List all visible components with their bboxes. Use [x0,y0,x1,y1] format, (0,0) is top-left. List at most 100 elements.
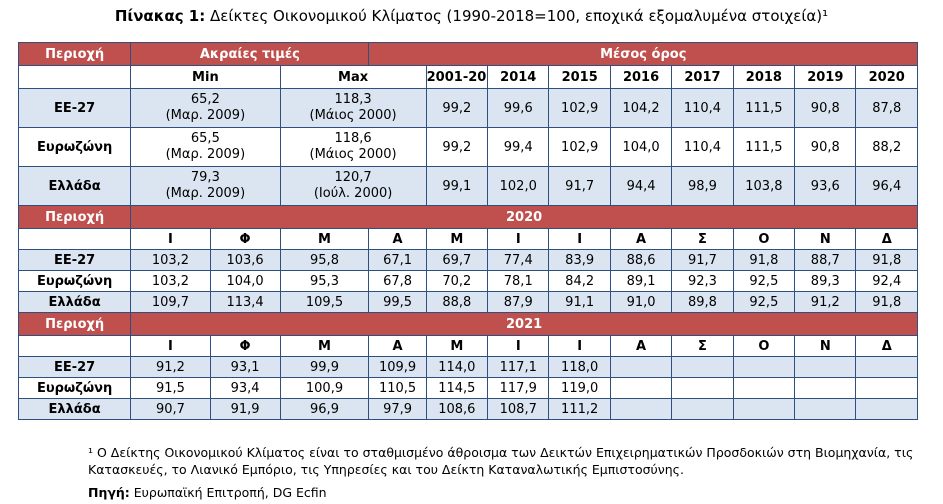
value-cell: 70,2 [425,270,489,292]
value-cell [794,356,857,378]
month-header: Ι [548,335,611,357]
month-header-row: Ι Φ Μ Α Μ Ι Ι Α Σ Ο Ν Δ [17,228,918,250]
value-cell: 118,0 [548,356,611,378]
value-cell: 93,6 [794,166,857,206]
value-cell: 110,4 [671,88,734,128]
min-cell: 65,5 (Μαρ. 2009) [130,127,281,167]
value-cell: 91,2 [794,291,857,313]
value-cell: 114,5 [425,377,489,399]
value-cell: 99,2 [425,127,489,167]
value-cell: 93,1 [209,356,281,378]
value-cell: 98,9 [671,166,734,206]
month-header: Δ [855,228,918,250]
value-cell: 88,2 [855,127,918,167]
region-label: Ευρωζώνη [17,377,132,399]
table-row: Ευρωζώνη 91,5 93,4 100,9 110,5 114,5 117… [17,377,918,399]
month-header: Μ [279,228,370,250]
table-row: Ευρωζώνη 103,2 104,0 95,3 67,8 70,2 78,1… [17,270,918,292]
region-label: ΕΕ-27 [17,356,132,378]
value-cell: 113,4 [209,291,281,313]
year-2020-header: 2020 [130,205,918,229]
value-cell: 91,0 [609,291,673,313]
value-cell: 96,9 [279,398,370,420]
value-cell: 67,8 [368,270,427,292]
value-cell: 92,5 [732,291,796,313]
table-row: ΕΕ-27 91,2 93,1 99,9 109,9 114,0 117,1 1… [17,356,918,378]
value-cell: 108,6 [425,398,489,420]
value-cell: 110,5 [368,377,427,399]
value-cell: 88,6 [609,249,673,271]
value-cell: 104,2 [609,88,673,128]
value-cell: 90,8 [794,127,857,167]
month-header: Α [368,335,427,357]
region-label: Ελλάδα [17,291,132,313]
value-cell: 99,2 [425,88,489,128]
table-row: ΕΕ-27 103,2 103,6 95,8 67,1 69,7 77,4 83… [17,249,918,271]
value-cell [855,398,918,420]
value-cell [855,377,918,399]
section-2020-header: Περιοχή 2020 [17,205,918,229]
max-cell: 118,6 (Μάιος 2000) [279,127,427,167]
year-header: 2017 [671,65,734,89]
table-title-label: Πίνακας 1: [114,7,206,25]
max-cell: 120,7 (Ιούλ. 2000) [279,166,427,206]
value-cell: 87,9 [487,291,550,313]
value-cell: 114,0 [425,356,489,378]
value-cell: 103,8 [732,166,796,206]
value-cell: 90,7 [130,398,211,420]
month-header: Σ [671,228,734,250]
month-header: Φ [209,335,281,357]
month-header: Α [609,335,673,357]
value-cell: 103,2 [130,270,211,292]
value-cell: 67,1 [368,249,427,271]
value-cell: 99,9 [279,356,370,378]
value-cell [855,356,918,378]
value-cell: 117,1 [487,356,550,378]
year-2021-header: 2021 [130,312,918,336]
value-cell: 92,3 [671,270,734,292]
value-cell: 97,9 [368,398,427,420]
max-header: Max [279,65,427,89]
value-cell: 94,4 [609,166,673,206]
year-header: 2001-2020 [425,65,489,89]
value-cell: 91,5 [130,377,211,399]
value-cell: 90,8 [794,88,857,128]
month-header: Ν [794,335,857,357]
month-header: Μ [425,335,489,357]
month-header: Ο [732,335,796,357]
value-cell: 102,0 [487,166,550,206]
value-cell: 109,7 [130,291,211,313]
month-header: Σ [671,335,734,357]
month-header: Μ [425,228,489,250]
value-cell: 103,6 [209,249,281,271]
value-cell: 91,9 [209,398,281,420]
value-cell [732,356,796,378]
month-header: Ι [487,335,550,357]
region-header: Περιοχή [17,312,132,336]
value-cell: 99,5 [368,291,427,313]
month-header: Ι [487,228,550,250]
min-cell: 79,3 (Μαρ. 2009) [130,166,281,206]
value-cell: 104,0 [209,270,281,292]
value-cell: 110,4 [671,127,734,167]
value-cell: 91,1 [548,291,611,313]
month-header: Ν [794,228,857,250]
value-cell: 91,7 [671,249,734,271]
value-cell: 109,5 [279,291,370,313]
value-cell: 95,3 [279,270,370,292]
source-text: Ευρωπαϊκή Επιτροπή, DG Ecfin [129,485,327,500]
value-cell: 111,2 [548,398,611,420]
value-cell: 111,5 [732,88,796,128]
table-row: Ελλάδα 90,7 91,9 96,9 97,9 108,6 108,7 1… [17,398,918,420]
year-header: 2020 [855,65,918,89]
value-cell: 102,9 [548,88,611,128]
value-cell: 88,8 [425,291,489,313]
month-header: Δ [855,335,918,357]
year-header: 2015 [548,65,611,89]
value-cell: 69,7 [425,249,489,271]
region-label: ΕΕ-27 [17,88,132,128]
max-cell: 118,3 (Μάιος 2000) [279,88,427,128]
value-cell: 117,9 [487,377,550,399]
value-cell: 91,8 [855,249,918,271]
month-header-row: Ι Φ Μ Α Μ Ι Ι Α Σ Ο Ν Δ [17,335,918,357]
